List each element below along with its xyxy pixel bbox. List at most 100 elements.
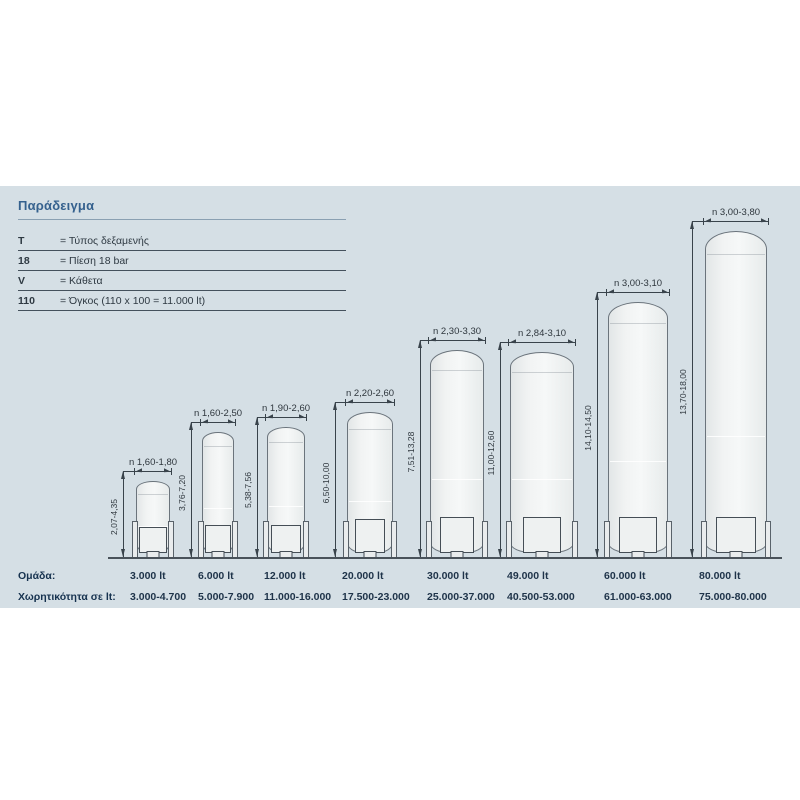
tank-diameter-label: n 2,30-3,30 xyxy=(432,326,482,337)
height-dimension-line xyxy=(497,342,502,557)
height-dimension-line xyxy=(188,422,193,557)
tank-height-label: 2,07-4,35 xyxy=(109,499,119,535)
tank-leg xyxy=(343,521,349,559)
tank-group-value: 20.000 lt xyxy=(342,570,384,582)
arrow-left-icon xyxy=(704,217,711,224)
legend-key: T xyxy=(18,234,25,247)
tank-capacity-value: 25.000-37.000 xyxy=(427,591,495,603)
height-dimension-line xyxy=(689,221,694,557)
tank-body xyxy=(608,302,668,553)
tank-height-label: 7,51-13,28 xyxy=(406,431,416,472)
arrow-down-icon xyxy=(332,549,337,557)
arrow-down-icon xyxy=(689,549,694,557)
tank-leg xyxy=(666,521,672,559)
diameter-dimension-line xyxy=(265,413,307,421)
dimension-tick xyxy=(420,340,430,341)
diameter-dimension-line xyxy=(134,467,172,475)
arrow-right-icon xyxy=(761,217,768,224)
tank-cabinet xyxy=(355,519,385,553)
tank-cabinet xyxy=(619,517,657,553)
legend-key: V xyxy=(18,274,26,287)
dimension-tick xyxy=(191,422,202,423)
arrow-down-icon xyxy=(497,549,502,557)
tank-diameter-label: n 2,84-3,10 xyxy=(517,328,567,339)
tank-leg xyxy=(426,521,432,559)
tank-group-value: 30.000 lt xyxy=(427,570,469,582)
legend-key: 18 xyxy=(18,254,30,267)
tank-cabinet xyxy=(440,517,474,553)
arrow-right-icon xyxy=(387,398,394,405)
tank-diameter-label: n 3,00-3,80 xyxy=(711,207,761,218)
tank-capacity-value: 75.000-80.000 xyxy=(699,591,767,603)
tank-leg xyxy=(482,521,488,559)
arrow-left-icon xyxy=(607,288,614,295)
arrow-up-icon xyxy=(417,340,422,348)
tank-leg xyxy=(232,521,238,559)
tank-group-value: 60.000 lt xyxy=(604,570,646,582)
arrow-right-icon xyxy=(164,467,171,474)
tank-leg xyxy=(572,521,578,559)
legend-value: = Κάθετα xyxy=(60,274,103,287)
arrow-left-icon xyxy=(346,398,353,405)
diameter-dimension-line xyxy=(606,288,670,296)
tank-leg xyxy=(701,521,707,559)
legend-value: = Πίεση 18 bar xyxy=(60,254,129,267)
dimension-tick xyxy=(335,402,347,403)
tank-leg xyxy=(132,521,138,559)
legend-row: 110 = Όγκος (110 x 100 = 11.000 lt) xyxy=(18,291,346,311)
tank-cabinet xyxy=(716,517,756,553)
diameter-dimension-line xyxy=(200,418,236,426)
arrow-down-icon xyxy=(120,549,125,557)
arrow-down-icon xyxy=(417,549,422,557)
arrow-down-icon xyxy=(188,549,193,557)
tank-cabinet xyxy=(139,527,167,553)
arrow-right-icon xyxy=(299,413,306,420)
tank-leg xyxy=(198,521,204,559)
arrow-right-icon xyxy=(478,336,485,343)
arrow-up-icon xyxy=(188,422,193,430)
tank-group-value: 12.000 lt xyxy=(264,570,306,582)
tank-diameter-label: n 1,60-1,80 xyxy=(128,457,178,468)
tank-leg xyxy=(604,521,610,559)
legend-value: = Τύπος δεξαμενής xyxy=(60,234,149,247)
tank-cabinet xyxy=(271,525,301,553)
tank-group-value: 6.000 lt xyxy=(198,570,234,582)
tank-capacity-value: 61.000-63.000 xyxy=(604,591,672,603)
tank-group-value: 3.000 lt xyxy=(130,570,166,582)
legend-value: = Όγκος (110 x 100 = 11.000 lt) xyxy=(60,294,206,307)
tank-diameter-label: n 2,20-2,60 xyxy=(345,388,395,399)
legend-row: T = Τύπος δεξαμενής xyxy=(18,231,346,251)
tank-leg xyxy=(765,521,771,559)
tank-capacity-value: 17.500-23.000 xyxy=(342,591,410,603)
tank-height-label: 11,00-12,60 xyxy=(486,430,496,475)
arrow-up-icon xyxy=(594,292,599,300)
diameter-dimension-line xyxy=(345,398,395,406)
tank-diameter-label: n 1,90-2,60 xyxy=(261,403,311,414)
arrow-left-icon xyxy=(429,336,436,343)
tank-group-value: 80.000 lt xyxy=(699,570,741,582)
diameter-dimension-line xyxy=(508,338,576,346)
arrow-up-icon xyxy=(120,471,125,479)
tank-leg xyxy=(303,521,309,559)
tank-height-label: 13,70-18,00 xyxy=(678,369,688,415)
legend-key: 110 xyxy=(18,294,35,307)
tank-diameter-label: n 1,60-2,50 xyxy=(193,408,243,419)
tank-height-label: 14,10-14,50 xyxy=(583,404,593,451)
tank-leg xyxy=(391,521,397,559)
dimension-tick xyxy=(123,471,136,472)
tank-cabinet xyxy=(205,525,231,553)
tank-capacity-value: 11.000-16.000 xyxy=(264,591,332,603)
legend-row: V = Κάθετα xyxy=(18,271,346,291)
dimension-tick xyxy=(257,417,267,418)
diameter-dimension-line xyxy=(428,336,486,344)
height-dimension-line xyxy=(332,402,337,557)
legend-title-rule xyxy=(18,219,346,220)
diameter-dimension-line xyxy=(703,217,769,225)
